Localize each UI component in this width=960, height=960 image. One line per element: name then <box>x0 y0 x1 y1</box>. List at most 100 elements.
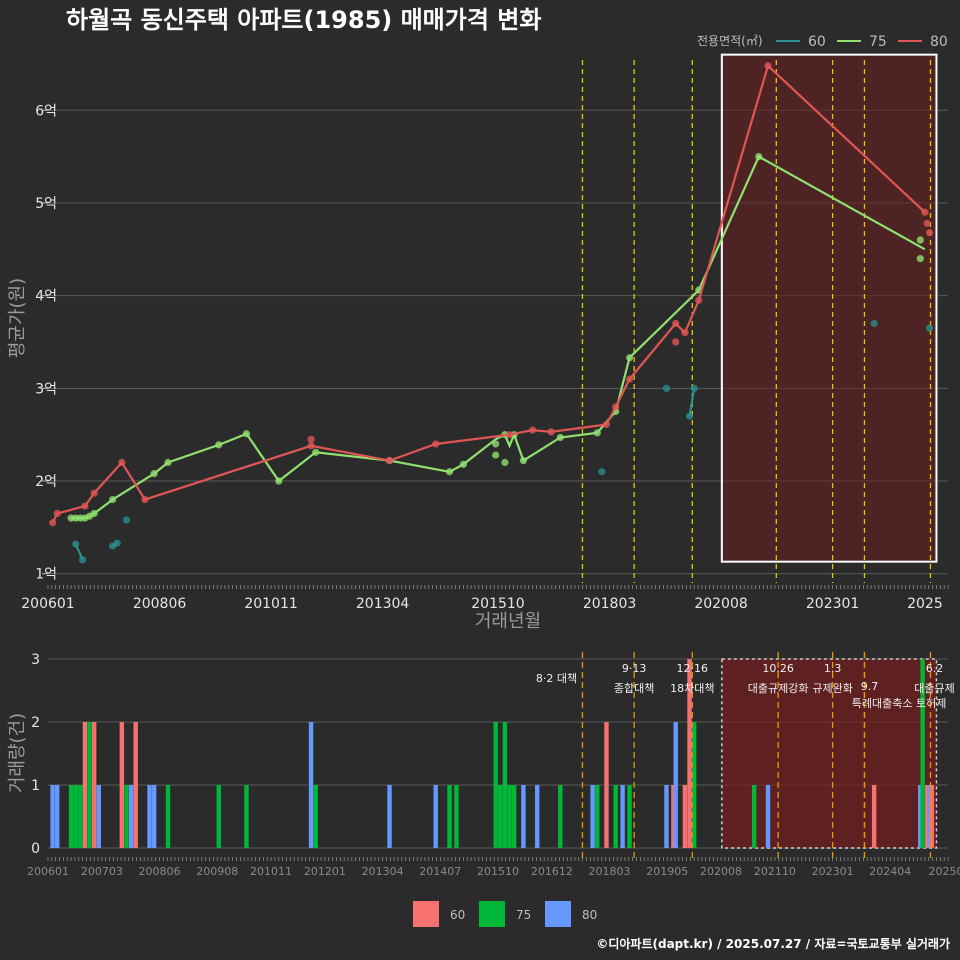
volume-bar-60 <box>119 722 125 848</box>
volume-bar-75 <box>68 785 74 848</box>
volume-bar-80 <box>590 785 595 848</box>
series-80-point <box>672 319 680 328</box>
series-75-point <box>445 468 454 476</box>
policy-date-label: 1.3 <box>824 662 842 675</box>
volume-y-tick-label: 0 <box>31 841 40 857</box>
policy-name-label: 18차대책 <box>670 682 714 695</box>
x-tick-label: 200806 <box>133 596 187 612</box>
series-80-point <box>764 62 772 70</box>
series-80-point <box>53 509 61 518</box>
x-tick-label: 2025 <box>907 596 943 612</box>
series-80-point <box>681 329 689 337</box>
series-80-point <box>432 440 440 448</box>
bottom-legend[interactable]: 60 75 80 <box>413 901 597 927</box>
volume-bar-75 <box>165 785 171 848</box>
series-75-point <box>916 236 924 244</box>
series-75-point <box>459 460 467 468</box>
volume-bar-75 <box>498 785 503 848</box>
legend-title: 전용면적(㎡) <box>697 34 763 48</box>
series-60-point <box>72 540 80 548</box>
volume-bar-60 <box>925 785 930 848</box>
series-80-point <box>529 426 537 434</box>
volume-x-tick-label: 201905 <box>646 865 688 878</box>
series-80-point <box>307 435 315 443</box>
volume-x-tick-label: 202008 <box>700 865 742 878</box>
volume-bar-75 <box>751 785 757 848</box>
legend-80-label: 80 <box>930 34 948 50</box>
series-60-point <box>598 468 606 476</box>
series-80-point <box>925 229 934 237</box>
series-80-point <box>141 495 149 504</box>
top-legend[interactable]: 전용면적(㎡) 60 75 80 <box>697 34 948 50</box>
legend-bar-75-swatch <box>479 901 505 927</box>
volume-x-tick-label: 20250 <box>929 865 960 878</box>
series-75-point <box>242 430 251 438</box>
series-75-point <box>519 457 527 465</box>
volume-x-tick-label: 200601 <box>27 865 69 878</box>
volume-bar-80 <box>535 785 540 848</box>
legend-bar-75-label: 75 <box>516 908 531 922</box>
volume-bar-75 <box>511 785 517 848</box>
volume-bar-80 <box>308 722 314 848</box>
series-75-point <box>916 254 924 263</box>
policy-name-label: 8·2 대책 <box>536 672 577 685</box>
series-80-point <box>547 428 555 436</box>
series-80-point <box>90 489 98 497</box>
series-60-line <box>688 388 696 417</box>
series-80-point <box>81 502 89 510</box>
legend-bar-60-swatch <box>413 901 439 927</box>
series-60-point <box>870 319 878 328</box>
series-80-point <box>672 338 680 346</box>
volume-bar-75 <box>493 722 498 848</box>
series-60-point <box>122 516 131 524</box>
series-80-point <box>118 458 126 467</box>
volume-bar-75 <box>627 785 632 848</box>
y-tick-label: 5억 <box>35 196 57 212</box>
volume-bar-75 <box>87 722 92 848</box>
volume-bar-75 <box>502 722 508 848</box>
volume-bar-75 <box>244 785 249 848</box>
volume-bar-60 <box>929 785 935 848</box>
volume-bar-60 <box>604 722 609 848</box>
series-75-point <box>625 354 634 362</box>
series-80-point <box>505 431 514 439</box>
volume-bar-60 <box>91 722 97 848</box>
series-80-point <box>612 403 620 411</box>
x-tick-label: 201011 <box>244 596 297 612</box>
policy-date-label: 10.26 <box>762 662 794 675</box>
policy-name-label: 대출규제강화 <box>748 682 809 695</box>
policy-date-label: 12·16 <box>677 662 709 675</box>
series-60-point <box>113 539 121 547</box>
volume-x-tick-label: 200703 <box>81 865 123 878</box>
volume-y-tick-label: 3 <box>31 652 40 668</box>
volume-bar-75 <box>613 785 618 848</box>
series-60-point <box>925 324 934 332</box>
highlight-region <box>720 53 938 563</box>
series-60-point <box>662 384 671 392</box>
y-tick-label: 1억 <box>35 567 57 583</box>
y-axis-title-volume: 거래량(건) <box>7 713 28 793</box>
volume-bar-75 <box>216 785 221 848</box>
series-75-point <box>492 440 500 448</box>
series-75-point <box>90 509 98 518</box>
volume-bar-75 <box>73 785 78 848</box>
volume-bar-75 <box>313 785 318 848</box>
volume-bar-80 <box>927 785 932 848</box>
x-tick-label: 202301 <box>806 596 859 612</box>
volume-x-tick-label: 202110 <box>754 865 796 878</box>
volume-bar-80 <box>521 785 526 848</box>
x-tick-label: 202008 <box>694 596 747 612</box>
series-75-point <box>593 429 601 437</box>
volume-bar-60 <box>687 659 692 848</box>
volume-x-tick-label: 201407 <box>419 865 461 878</box>
policy-date-label: 6.2 <box>926 662 944 675</box>
volume-bar-75 <box>507 785 512 848</box>
volume-bar-75 <box>558 785 563 848</box>
y-tick-label: 3억 <box>35 381 57 397</box>
volume-bar-75 <box>454 785 459 848</box>
series-75-point <box>492 451 500 459</box>
x-axis-title: 거래년월 <box>475 611 541 632</box>
volume-x-tick-label: 201304 <box>362 865 404 878</box>
series-80-point <box>923 219 931 227</box>
